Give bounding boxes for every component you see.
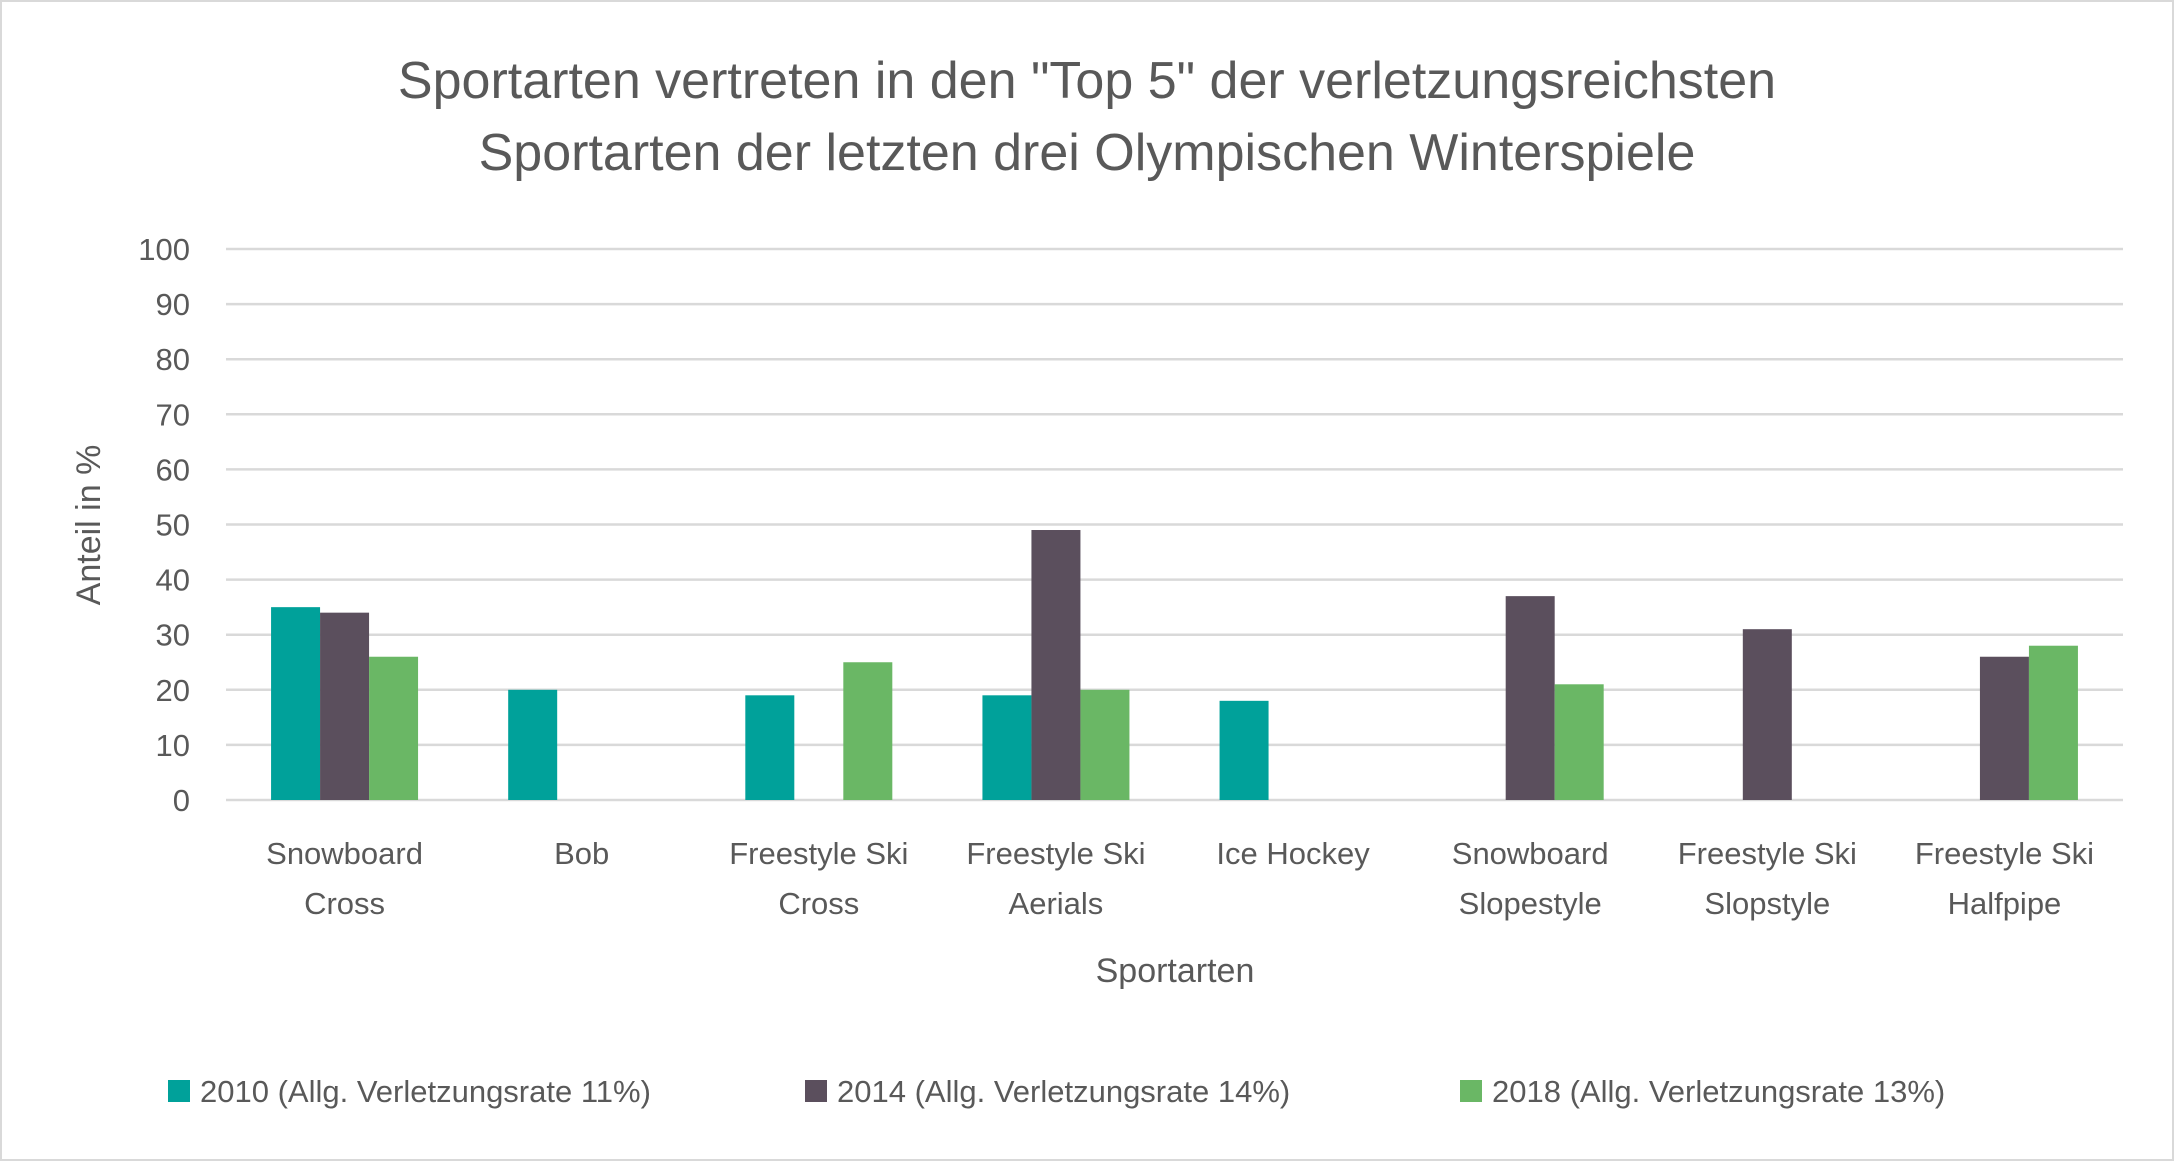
legend-swatch — [1460, 1080, 1482, 1102]
y-tick-label: 40 — [156, 563, 190, 598]
x-tick-label: Freestyle Ski — [729, 836, 908, 871]
bar — [2028, 645, 2078, 800]
legend-swatch — [805, 1080, 827, 1102]
x-tick-label: Bob — [554, 836, 609, 871]
bar — [1219, 700, 1269, 800]
x-axis-title: Sportarten — [1096, 952, 1255, 990]
x-tick-label: Ice Hockey — [1216, 836, 1370, 871]
x-tick-label: Freestyle Ski — [966, 836, 1145, 871]
bar — [843, 662, 893, 800]
bar — [508, 689, 558, 800]
bar — [1505, 596, 1555, 800]
x-tick-label: Cross — [304, 886, 385, 921]
x-tick-label: Freestyle Ski — [1915, 836, 2094, 871]
y-tick-label: 70 — [156, 397, 190, 432]
bar — [1554, 684, 1604, 800]
x-tick-label: Slopstyle — [1704, 886, 1830, 921]
bar — [982, 695, 1032, 800]
x-tick-label: Freestyle Ski — [1678, 836, 1857, 871]
legend-label: 2014 (Allg. Verletzungsrate 14%) — [837, 1074, 1290, 1109]
bar — [320, 612, 370, 800]
x-tick-label: Slopestyle — [1459, 886, 1602, 921]
y-tick-label: 30 — [156, 618, 190, 653]
bar — [1979, 656, 2029, 800]
x-tick-label: Halfpipe — [1948, 886, 2062, 921]
bar — [1080, 689, 1130, 800]
y-tick-label: 50 — [156, 508, 190, 543]
bar — [271, 607, 321, 800]
y-tick-label: 100 — [138, 232, 190, 267]
y-tick-label: 80 — [156, 342, 190, 377]
bar — [369, 656, 419, 800]
x-tick-label: Aerials — [1009, 886, 1104, 921]
y-tick-label: 90 — [156, 287, 190, 322]
bar — [1031, 530, 1081, 800]
y-tick-label: 0 — [173, 783, 190, 818]
bar — [1742, 629, 1792, 800]
legend-label: 2010 (Allg. Verletzungsrate 11%) — [200, 1074, 651, 1109]
y-tick-label: 20 — [156, 673, 190, 708]
x-tick-label: Cross — [778, 886, 859, 921]
y-axis-title: Anteil in % — [70, 445, 108, 606]
legend-swatch — [168, 1080, 190, 1102]
x-tick-label: Snowboard — [1452, 836, 1609, 871]
bar — [745, 695, 795, 800]
chart-title-line-2: Sportarten der letzten drei Olympischen … — [479, 124, 1696, 182]
chart-title-line-1: Sportarten vertreten in den "Top 5" der … — [398, 52, 1776, 110]
y-tick-label: 60 — [156, 452, 190, 487]
x-tick-label: Snowboard — [266, 836, 423, 871]
y-tick-label: 10 — [156, 728, 190, 763]
legend-label: 2018 (Allg. Verletzungsrate 13%) — [1492, 1074, 1945, 1109]
